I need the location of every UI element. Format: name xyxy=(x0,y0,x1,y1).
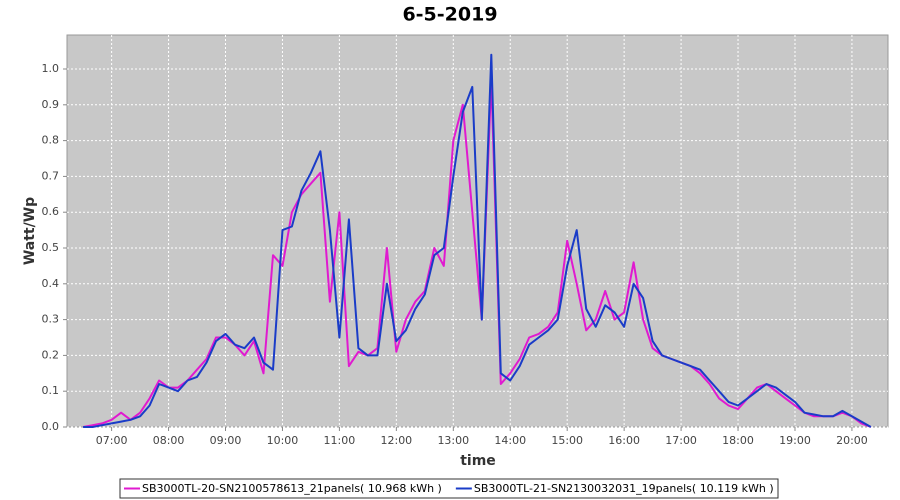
y-tick-label: 1.0 xyxy=(42,62,60,75)
x-tick-label: 11:00 xyxy=(324,434,356,447)
y-tick-label: 0.5 xyxy=(42,241,60,254)
x-tick-label: 08:00 xyxy=(153,434,185,447)
x-tick-label: 12:00 xyxy=(380,434,412,447)
y-tick-label: 0.1 xyxy=(42,384,60,397)
y-tick-label: 0.2 xyxy=(42,348,60,361)
series-line xyxy=(82,78,872,428)
x-tick-label: 15:00 xyxy=(551,434,583,447)
x-tick-label: 14:00 xyxy=(494,434,526,447)
y-tick-label: 0.9 xyxy=(42,98,60,111)
series-line xyxy=(83,53,872,428)
y-tick-label: 0.3 xyxy=(42,313,60,326)
y-axis-label: Watt/Wp xyxy=(22,197,38,265)
x-tick-label: 17:00 xyxy=(665,434,697,447)
legend-label: SB3000TL-21-SN2130032031_19panels( 10.11… xyxy=(474,482,774,495)
x-tick-label: 18:00 xyxy=(722,434,754,447)
x-tick-label: 09:00 xyxy=(210,434,242,447)
y-tick-label: 0.7 xyxy=(42,169,60,182)
y-tick-label: 0.0 xyxy=(42,420,60,433)
x-tick-label: 07:00 xyxy=(96,434,128,447)
legend xyxy=(119,478,779,499)
y-tick-label: 0.8 xyxy=(42,134,60,147)
x-tick-label: 19:00 xyxy=(779,434,811,447)
legend-label: SB3000TL-20-SN2100578613_21panels( 10.96… xyxy=(142,482,442,495)
chart-title: 6-5-2019 xyxy=(402,4,497,26)
x-tick-label: 10:00 xyxy=(267,434,299,447)
y-tick-label: 0.4 xyxy=(42,277,60,290)
x-tick-label: 16:00 xyxy=(608,434,640,447)
x-tick-label: 13:00 xyxy=(437,434,469,447)
x-tick-label: 20:00 xyxy=(836,434,868,447)
x-axis-label: time xyxy=(460,453,496,469)
y-tick-label: 0.6 xyxy=(42,205,60,218)
